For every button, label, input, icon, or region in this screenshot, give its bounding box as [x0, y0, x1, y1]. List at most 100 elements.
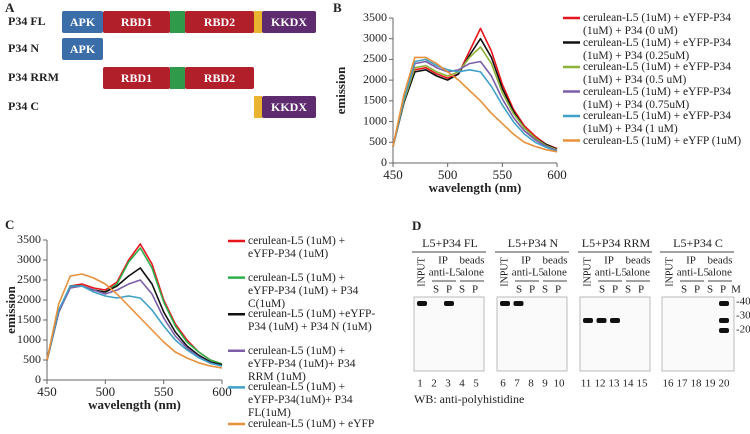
legend-entry: cerulean-L5 (1uM) + eYFP-P34 (1uM) + P34…: [583, 110, 731, 135]
domain-linker: [254, 96, 262, 118]
x-tick-label: 500: [96, 384, 116, 399]
x-axis-label: wavelength (nm): [429, 180, 522, 195]
domain-label: APK: [70, 15, 96, 29]
legend-entry: cerulean-L5 (1uM) + eYFP-P34 (1uM) + P34…: [248, 271, 359, 310]
blot-fraction-label: P: [720, 284, 726, 296]
y-tick-label: 3000: [363, 30, 387, 44]
panel-label: A: [5, 0, 15, 15]
series-line: [392, 27, 558, 150]
blot-fraction-label: S: [599, 284, 605, 296]
blot-fraction-label: P: [638, 284, 644, 296]
blot-band: [719, 301, 729, 306]
blot-band: [719, 328, 729, 333]
blot-ip-label: anti-L5: [677, 267, 710, 279]
series-line: [392, 46, 558, 151]
legend-entry: cerulean-L5 (1uM) + eYFP-P34 (1uM) + P34…: [583, 12, 731, 37]
blot-lane-number: 6: [500, 378, 506, 390]
domain-block: [185, 11, 254, 33]
blot-beads-label: alone: [543, 267, 567, 279]
x-tick-label: 500: [438, 167, 458, 182]
domain-label: KKDX: [271, 100, 307, 114]
series-line: [392, 58, 558, 153]
panel-label: B: [333, 0, 342, 15]
blot-input-label: INPUT: [499, 257, 510, 286]
y-tick-label: 1000: [17, 332, 41, 346]
y-tick-label: 500: [369, 134, 387, 148]
blot-image: [496, 296, 568, 372]
legend-entry: cerulean-L5 (1uM) + eYFP-P34 (1uM) + P34…: [583, 36, 731, 62]
blot-fraction-label: S: [542, 284, 548, 296]
domain-label: RBD2: [204, 71, 235, 85]
blot-beads-label: beads: [542, 255, 567, 267]
x-axis-label: wavelength (nm): [88, 397, 181, 412]
domain-label: RBD2: [204, 15, 235, 29]
blot-lane-number: 8: [528, 378, 534, 390]
legend-entry: cerulean-L5 (1uM) + eYFP (1uM): [583, 134, 742, 147]
x-tick-label: 450: [383, 167, 403, 182]
domain-row-label: P34 RRM: [8, 70, 59, 84]
legend-entry: cerulean-L5 (1uM) + eYFP-P34 (1uM): [248, 235, 346, 260]
y-tick-label: 0: [381, 155, 387, 169]
blot-lane-number: 1: [417, 378, 423, 390]
y-tick-label: 1000: [363, 113, 387, 127]
blot-band: [610, 318, 620, 323]
blot-beads-label: beads: [707, 255, 732, 267]
series-line: [46, 279, 223, 367]
blot-image: [579, 296, 651, 372]
blot-marker: -30: [736, 310, 750, 322]
blot-image: [413, 296, 485, 372]
blot-ip-label: IP: [686, 255, 696, 267]
blot-band: [444, 301, 454, 306]
blot-lane-number: 15: [637, 378, 649, 390]
blot-marker: -20: [736, 324, 750, 336]
blot-fraction-label: P: [472, 284, 478, 296]
blot-group-title: L5+P34 RRM: [582, 236, 651, 250]
blot-lane-number: 16: [663, 378, 675, 390]
domain-block: [62, 38, 103, 60]
blot-marker: -40: [736, 296, 750, 308]
series-line: [392, 56, 558, 153]
blot-fraction-label: S: [681, 284, 687, 296]
blot-lane-number: 14: [623, 378, 635, 390]
blot-band: [719, 318, 729, 323]
blot-lane-number: 5: [473, 378, 479, 390]
blot-ip-label: IP: [604, 255, 614, 267]
blot-band: [583, 318, 593, 323]
domain-label: RBD1: [121, 71, 152, 85]
blot-lane-number: 2: [431, 378, 437, 390]
series-line: [46, 243, 223, 365]
blot-ip-label: anti-L5: [595, 267, 628, 279]
blot-fraction-label: P: [529, 284, 535, 296]
blot-ip-label: IP: [521, 255, 531, 267]
blot-band: [513, 301, 524, 306]
blot-beads-label: beads: [625, 255, 650, 267]
domain-block: [103, 67, 170, 89]
domain-label: KKDX: [271, 15, 307, 29]
x-tick-label: 550: [493, 167, 513, 182]
domain-label: RBD1: [121, 15, 152, 29]
y-tick-label: 1500: [17, 312, 41, 326]
legend-entry: cerulean-L5 (1uM) + eYFP-P34 (1uM) + P34…: [583, 85, 731, 111]
blot-input-label: INPUT: [664, 257, 675, 286]
y-tick-label: 500: [23, 352, 41, 366]
blot-lane-number: 10: [554, 378, 566, 390]
legend-entry: cerulean-L5 (1uM) + eYFP-P34 (1uM)+ P34 …: [248, 344, 356, 383]
blot-ip-label: anti-L5: [512, 267, 545, 279]
legend-entry: cerulean-L5 (1uM) + eYFP-P34 (1uM) + P34…: [583, 61, 731, 86]
blot-fraction-label: S: [459, 284, 465, 296]
y-tick-label: 3000: [17, 252, 41, 266]
blot-lane-number: 17: [677, 378, 689, 390]
blot-input-label: INPUT: [416, 257, 427, 286]
x-tick-label: 600: [547, 167, 567, 182]
blot-fraction-label: S: [707, 284, 713, 296]
y-tick-label: 0: [35, 372, 41, 386]
domain-block: [262, 96, 316, 118]
blot-ip-label: IP: [438, 255, 448, 267]
blot-band: [417, 301, 427, 306]
blot-lane-number: 13: [609, 378, 621, 390]
blot-group-title: L5+P34 N: [508, 236, 559, 250]
legend-entry: cerulean-L5 (1uM) +eYFP-P34 (1uM) + P34 …: [248, 308, 376, 334]
series-line: [46, 273, 223, 369]
